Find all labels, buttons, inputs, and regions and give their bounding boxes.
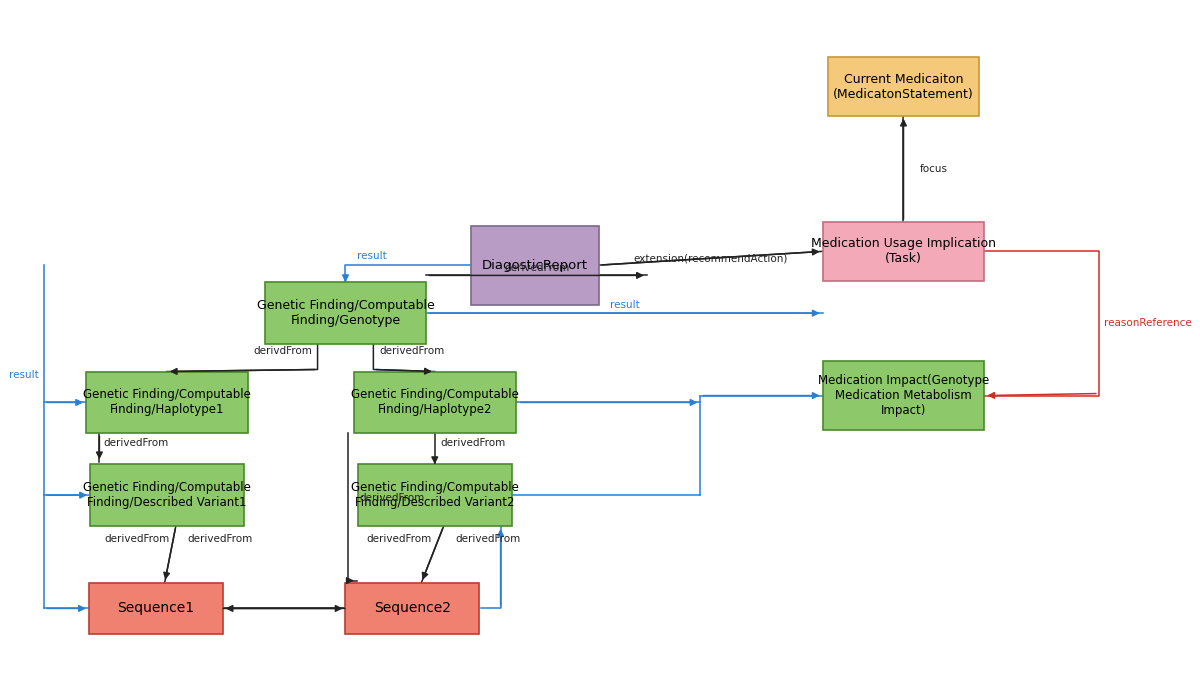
Text: derivdFrom: derivdFrom [253, 346, 312, 356]
Text: extension(recommendAction): extension(recommendAction) [634, 253, 788, 263]
Text: result: result [356, 251, 386, 261]
FancyBboxPatch shape [822, 361, 984, 430]
Text: Current Medicaiton
(MedicatonStatement): Current Medicaiton (MedicatonStatement) [833, 72, 974, 101]
Text: Sequence2: Sequence2 [374, 601, 451, 616]
Text: Genetic Finding/Computable
Finding/Genotype: Genetic Finding/Computable Finding/Genot… [257, 299, 434, 327]
FancyBboxPatch shape [89, 582, 223, 634]
Text: Genetic Finding/Computable
Finding/Haplotype2: Genetic Finding/Computable Finding/Haplo… [350, 389, 518, 416]
FancyBboxPatch shape [346, 582, 479, 634]
Text: derivedFrom: derivedFrom [504, 263, 569, 272]
Text: Genetic Finding/Computable
Finding/Haplotype1: Genetic Finding/Computable Finding/Haplo… [83, 389, 251, 416]
FancyBboxPatch shape [472, 226, 599, 304]
Text: Medication Usage Implication
(Task): Medication Usage Implication (Task) [811, 238, 996, 265]
FancyBboxPatch shape [90, 464, 244, 526]
FancyBboxPatch shape [264, 282, 426, 344]
Text: derivedFrom: derivedFrom [360, 493, 425, 502]
FancyBboxPatch shape [822, 222, 984, 281]
Text: derivedFrom: derivedFrom [379, 346, 444, 356]
Text: derivedFrom: derivedFrom [188, 534, 253, 544]
FancyBboxPatch shape [358, 464, 511, 526]
Text: reasonReference: reasonReference [1104, 318, 1192, 329]
FancyBboxPatch shape [828, 58, 979, 116]
Text: Sequence1: Sequence1 [118, 601, 194, 616]
Text: derivedFrom: derivedFrom [456, 534, 521, 544]
Text: result: result [610, 300, 640, 310]
Text: Medication Impact(Genotype
Medication Metabolism
Impact): Medication Impact(Genotype Medication Me… [818, 374, 989, 417]
FancyBboxPatch shape [86, 372, 248, 434]
Text: DiagosticReport: DiagosticReport [482, 259, 588, 272]
Text: focus: focus [920, 164, 948, 174]
Text: derivedFrom: derivedFrom [104, 439, 169, 448]
Text: derivedFrom: derivedFrom [104, 534, 169, 544]
Text: Genetic Finding/Computable
Finding/Described Variant2: Genetic Finding/Computable Finding/Descr… [350, 481, 518, 509]
Text: derivedFrom: derivedFrom [440, 439, 505, 448]
Text: result: result [8, 370, 38, 380]
FancyBboxPatch shape [354, 372, 516, 434]
Text: Genetic Finding/Computable
Finding/Described Variant1: Genetic Finding/Computable Finding/Descr… [83, 481, 251, 509]
Text: derivedFrom: derivedFrom [366, 534, 432, 544]
